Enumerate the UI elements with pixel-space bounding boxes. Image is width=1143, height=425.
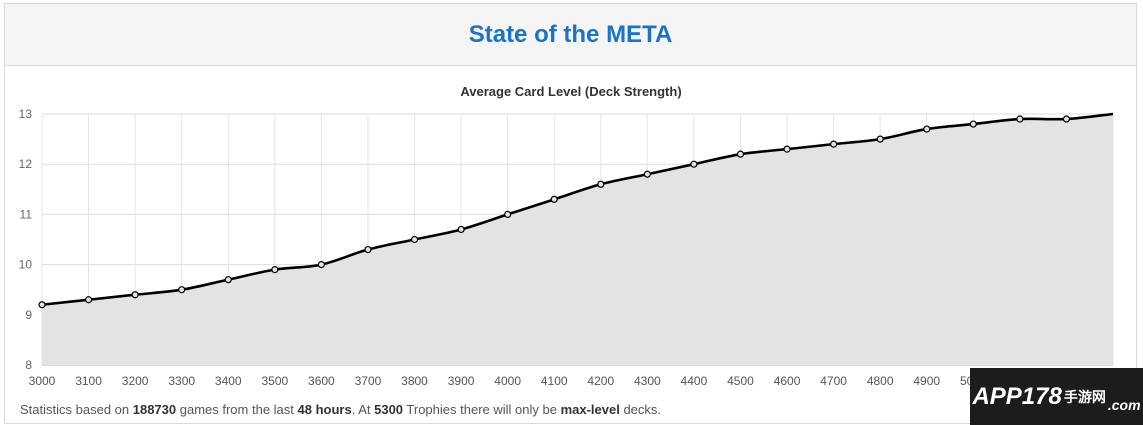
x-tick-label: 4900 (913, 374, 940, 388)
data-point (876, 135, 884, 143)
x-tick-label: 4600 (774, 374, 801, 388)
y-tick-label: 9 (25, 308, 32, 322)
y-tick-label: 13 (19, 107, 33, 121)
y-tick-label: 10 (19, 258, 33, 272)
data-point (597, 180, 605, 188)
x-axis-ticks: 3000 3100 3200 3300 3400 3500 3600 3700 3800 3900… (29, 374, 1024, 388)
x-tick-label: 4300 (634, 374, 661, 388)
footer-games-count: 188730 (132, 402, 177, 417)
footer-hours: 48 hours (297, 402, 352, 417)
data-point (38, 301, 46, 309)
footer-prefix: Statistics based on (20, 402, 133, 417)
data-point (969, 120, 977, 128)
footer-mid1: games from the last (176, 402, 298, 417)
y-tick-label: 11 (20, 207, 33, 221)
x-tick-label: 3200 (122, 374, 149, 388)
x-tick-label: 3000 (29, 374, 56, 388)
x-tick-label: 4000 (494, 374, 521, 388)
series-area-fill (42, 114, 1113, 365)
x-tick-label: 3100 (75, 374, 102, 388)
x-tick-label: 4100 (541, 374, 568, 388)
data-point (643, 170, 651, 178)
y-axis-ticks: 8 9 10 11 12 13 (19, 107, 33, 372)
data-point (131, 291, 139, 299)
x-tick-label: 4200 (587, 374, 614, 388)
series-average-card-level (38, 112, 1114, 365)
data-point (271, 266, 279, 274)
data-point (550, 195, 558, 203)
x-tick-label: 3300 (168, 374, 195, 388)
data-point (178, 286, 186, 294)
data-point (317, 261, 325, 269)
data-point (690, 160, 698, 168)
footer-trophies: 5300 (374, 402, 404, 417)
footer-mid2: . At (351, 402, 375, 417)
data-point (504, 210, 512, 218)
data-point (1062, 115, 1071, 123)
watermark-text: APP178 (972, 382, 1062, 410)
data-point (923, 125, 931, 133)
x-tick-label: 3800 (401, 374, 428, 388)
average-card-level-chart: Average Card Level (Deck Strength) 8 9 10 1… (19, 84, 1114, 388)
x-tick-label: 3500 (261, 374, 288, 388)
x-tick-label: 4800 (867, 374, 894, 388)
x-tick-label: 3600 (308, 374, 335, 388)
watermark-domain: .com (1107, 396, 1141, 413)
data-point (1016, 115, 1024, 123)
statistics-footer: Statistics based on 188730 games from th… (20, 402, 661, 417)
footer-mid3: Trophies there will only be (403, 402, 561, 417)
data-point (457, 225, 465, 234)
data-point (364, 245, 372, 254)
data-point (783, 145, 791, 153)
x-tick-label: 4400 (681, 374, 708, 388)
x-tick-label: 4700 (820, 374, 847, 388)
data-point (736, 150, 745, 158)
x-tick-label: 3700 (355, 374, 382, 388)
y-tick-label: 12 (19, 157, 33, 171)
data-point (84, 296, 93, 304)
y-tick-label: 8 (25, 358, 32, 372)
footer-max-level: max-level (560, 402, 620, 417)
x-tick-label: 4500 (727, 374, 754, 388)
data-point (224, 276, 232, 284)
panel-header: State of the META (5, 4, 1136, 66)
x-tick-label: 3400 (215, 374, 242, 388)
footer-suffix: decks. (619, 402, 662, 417)
watermark-sub: 手游网 (1063, 388, 1106, 405)
x-tick-label: 3900 (448, 374, 475, 388)
series-line (41, 112, 1114, 307)
app178-watermark-logo: APP178 手游网 .com (970, 368, 1143, 425)
data-point (410, 235, 419, 244)
panel-title: State of the META (468, 20, 673, 48)
chart-title: Average Card Level (Deck Strength) (460, 84, 681, 99)
data-point (830, 140, 838, 148)
